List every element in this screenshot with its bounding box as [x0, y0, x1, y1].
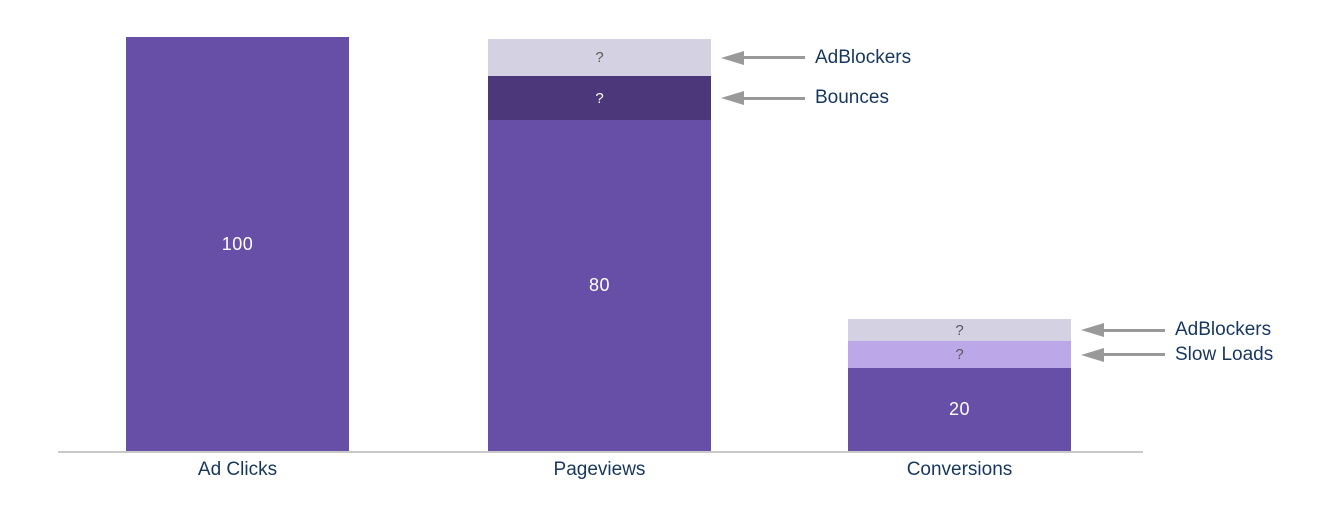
- annotation-label: Bounces: [815, 87, 889, 109]
- category-label-pageviews: Pageviews: [553, 459, 646, 480]
- bar-segment-adblockers: ?: [848, 319, 1071, 342]
- annotation-adblockers: AdBlockers: [1081, 317, 1271, 343]
- annotation-label: AdBlockers: [815, 46, 912, 68]
- left-arrow-icon: [1081, 347, 1104, 362]
- bar-segment-ad-clicks: 100: [126, 37, 349, 451]
- segment-unknown-label: ?: [595, 89, 604, 107]
- bar-segment-bounces: ?: [488, 76, 711, 120]
- arrow-line: [1104, 328, 1165, 332]
- left-arrow-icon: [721, 91, 744, 106]
- segment-value-label: 20: [948, 399, 971, 420]
- annotation-slow-loads: Slow Loads: [1081, 342, 1273, 368]
- x-axis-line: [58, 451, 1143, 453]
- segment-unknown-label: ?: [955, 346, 964, 364]
- arrow-line: [744, 56, 805, 60]
- annotation-bounces: Bounces: [721, 85, 889, 111]
- category-label-ad-clicks: Ad Clicks: [197, 459, 278, 480]
- annotation-label: AdBlockers: [1175, 319, 1272, 341]
- category-label-conversions: Conversions: [906, 459, 1013, 480]
- segment-unknown-label: ?: [955, 321, 964, 339]
- segment-unknown-label: ?: [595, 49, 604, 67]
- left-arrow-icon: [721, 50, 744, 65]
- bar-segment-adblockers: ?: [488, 39, 711, 77]
- bar-segment-conversions: 20: [848, 368, 1071, 451]
- annotation-label: Slow Loads: [1175, 343, 1274, 365]
- arrow-line: [744, 96, 805, 100]
- arrow-line: [1104, 353, 1165, 357]
- segment-value-label: 100: [221, 233, 254, 254]
- left-arrow-icon: [1081, 323, 1104, 338]
- bar-segment-slow-loads: ?: [848, 341, 1071, 369]
- bar-segment-pageviews: 80: [488, 119, 711, 451]
- segment-value-label: 80: [588, 274, 611, 295]
- annotation-adblockers: AdBlockers: [721, 45, 911, 71]
